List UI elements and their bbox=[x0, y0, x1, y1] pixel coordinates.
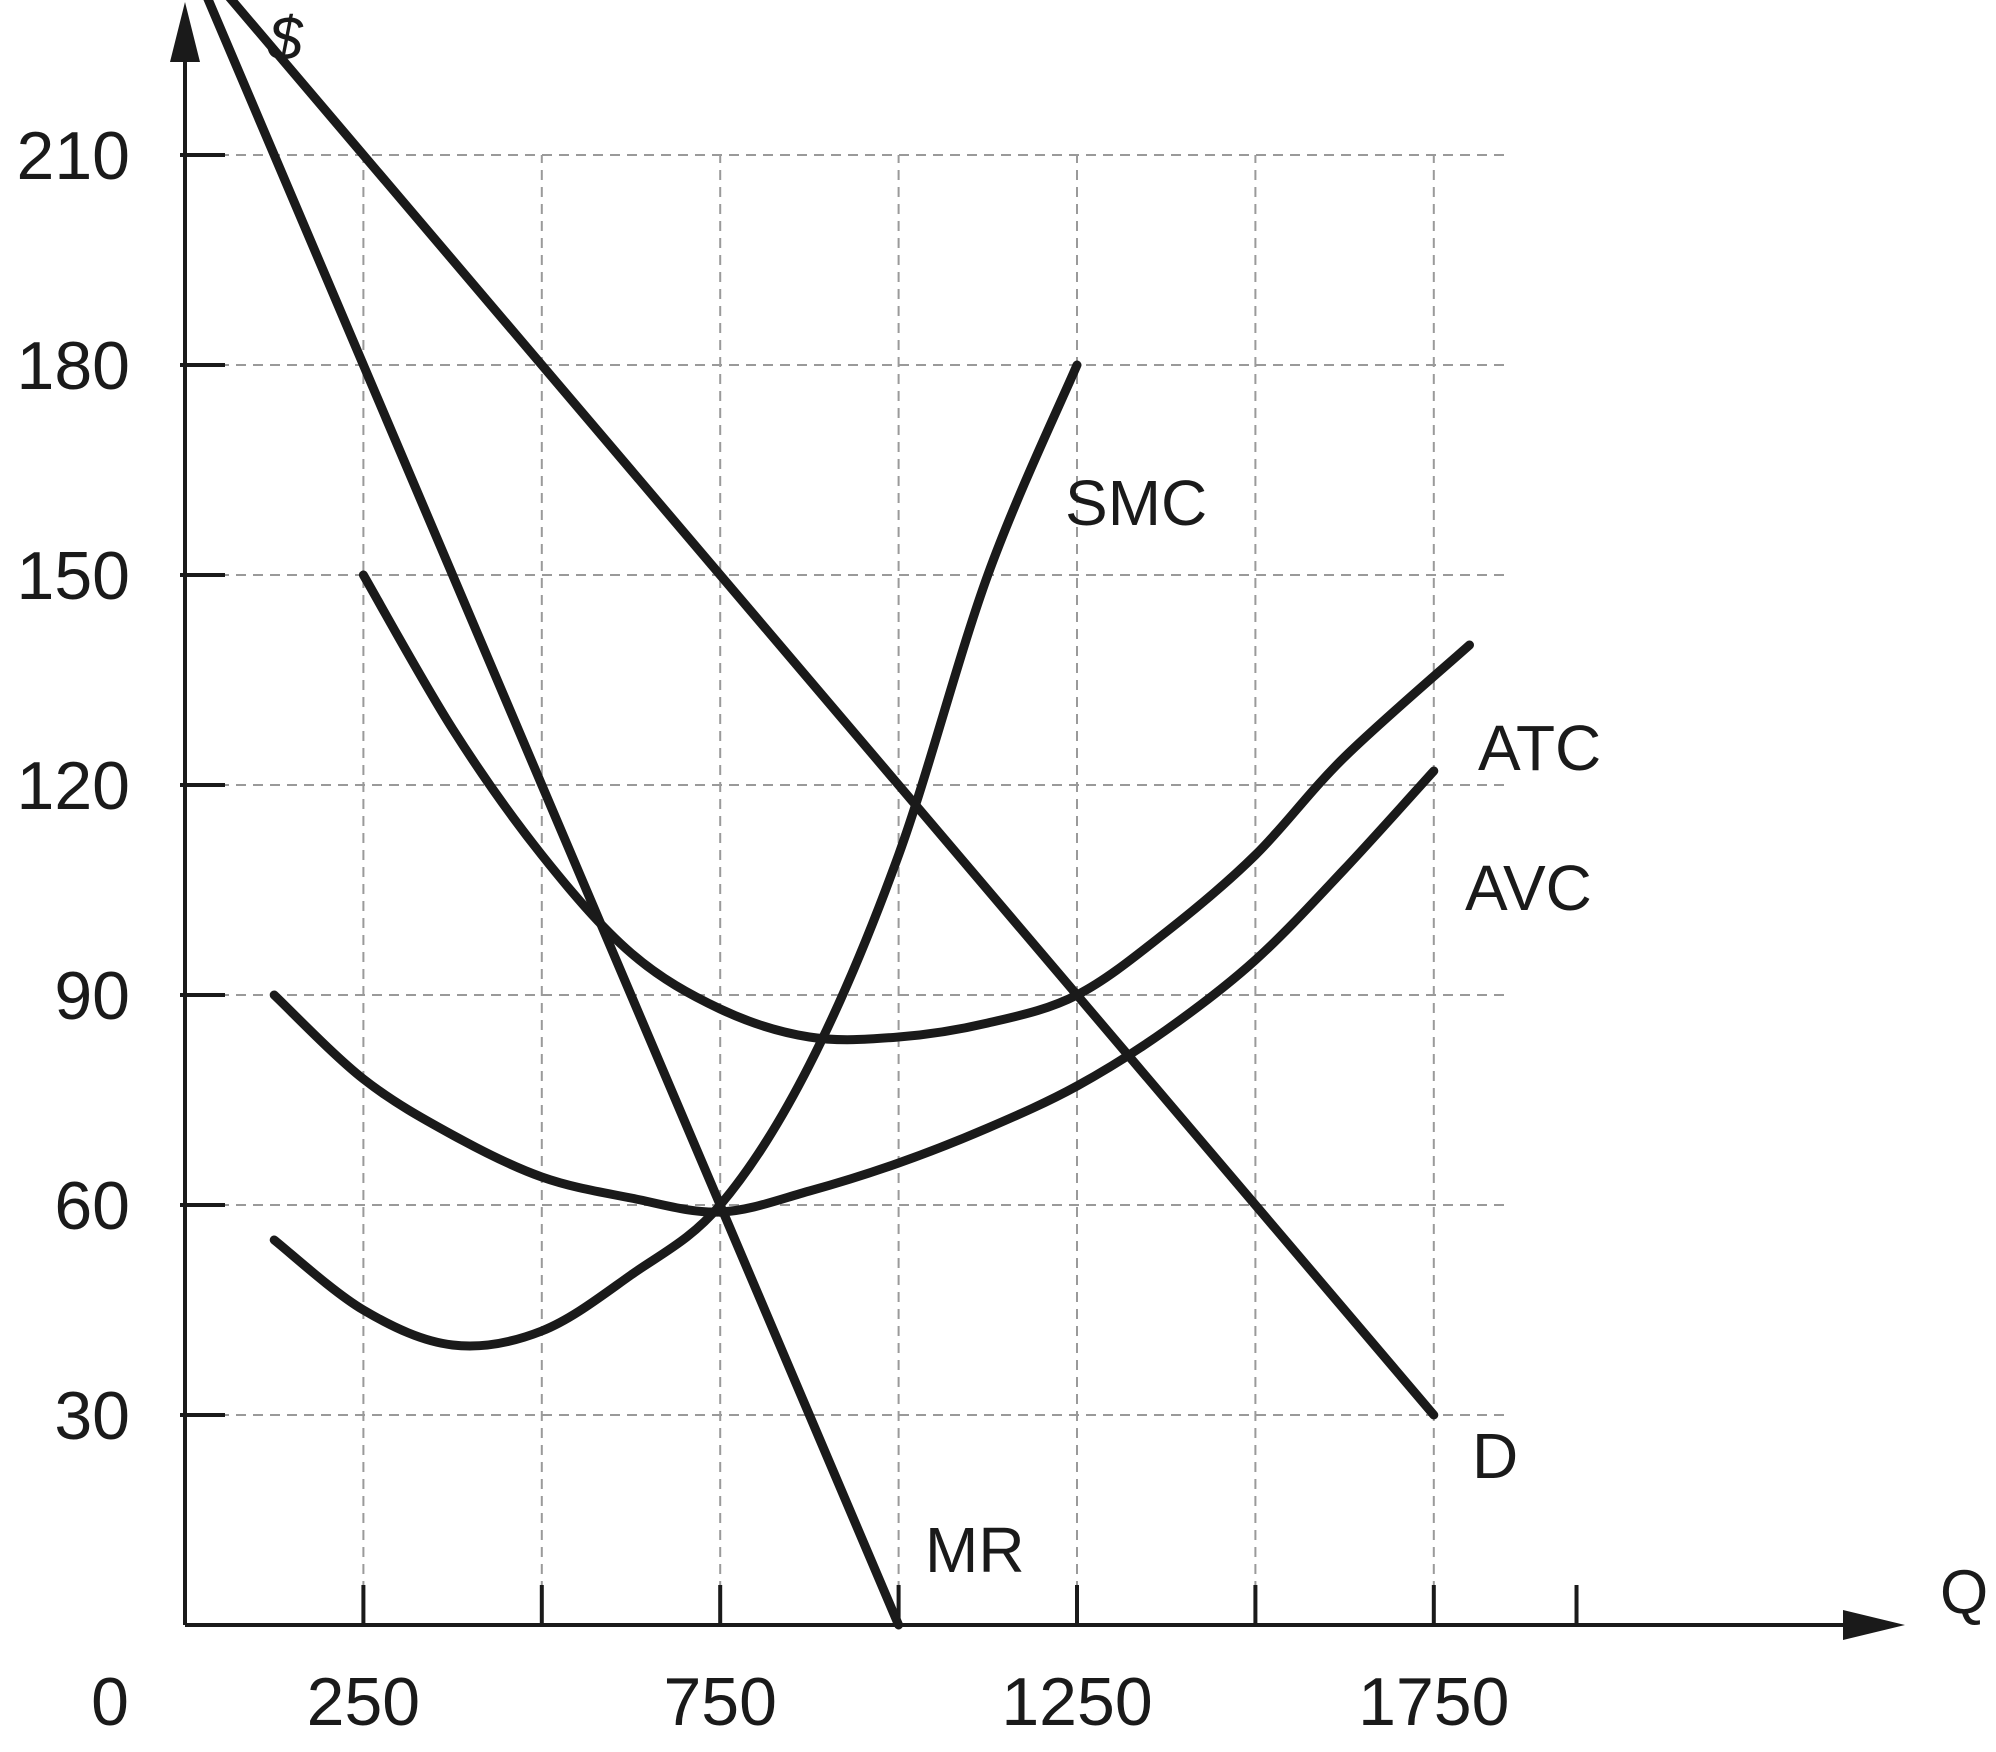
y-tick-label-60: 60 bbox=[54, 1168, 130, 1244]
tick-marks: 30609012015018021024025075012501750 bbox=[17, 118, 1579, 1740]
curves bbox=[203, 0, 1474, 1630]
curve-smc bbox=[269, 360, 1082, 1351]
x-tick-label-1250: 1250 bbox=[1001, 1664, 1152, 1740]
curve-d bbox=[225, 0, 1439, 1420]
curve-mr bbox=[203, 0, 904, 1630]
x-axis-title: Q bbox=[1940, 1558, 1988, 1627]
curve-avc bbox=[269, 766, 1439, 1217]
curve-atc bbox=[358, 570, 1474, 1045]
x-tick-label-750: 750 bbox=[663, 1664, 776, 1740]
y-tick-label-30: 30 bbox=[54, 1378, 130, 1454]
y-axis-title: $ bbox=[267, 5, 304, 74]
text-labels: $ Q 0 SMC ATC AVC D MR bbox=[91, 5, 1988, 1740]
y-tick-label-120: 120 bbox=[17, 748, 130, 824]
axes bbox=[170, 2, 1905, 1640]
y-tick-label-150: 150 bbox=[17, 538, 130, 614]
atc-label: ATC bbox=[1478, 712, 1601, 784]
x-tick-label-1750: 1750 bbox=[1358, 1664, 1509, 1740]
x-tick-label-250: 250 bbox=[307, 1664, 420, 1740]
y-tick-label-210: 210 bbox=[17, 118, 130, 194]
origin-label: 0 bbox=[91, 1664, 129, 1740]
avc-label: AVC bbox=[1465, 852, 1592, 924]
y-tick-label-180: 180 bbox=[17, 328, 130, 404]
d-label: D bbox=[1472, 1420, 1518, 1492]
smc-label: SMC bbox=[1065, 467, 1207, 539]
y-tick-label-90: 90 bbox=[54, 958, 130, 1034]
grid-lines bbox=[185, 154, 1506, 1625]
mr-label: MR bbox=[925, 1514, 1025, 1586]
x-axis-arrow bbox=[1843, 1610, 1905, 1640]
y-axis-arrow bbox=[170, 2, 200, 62]
